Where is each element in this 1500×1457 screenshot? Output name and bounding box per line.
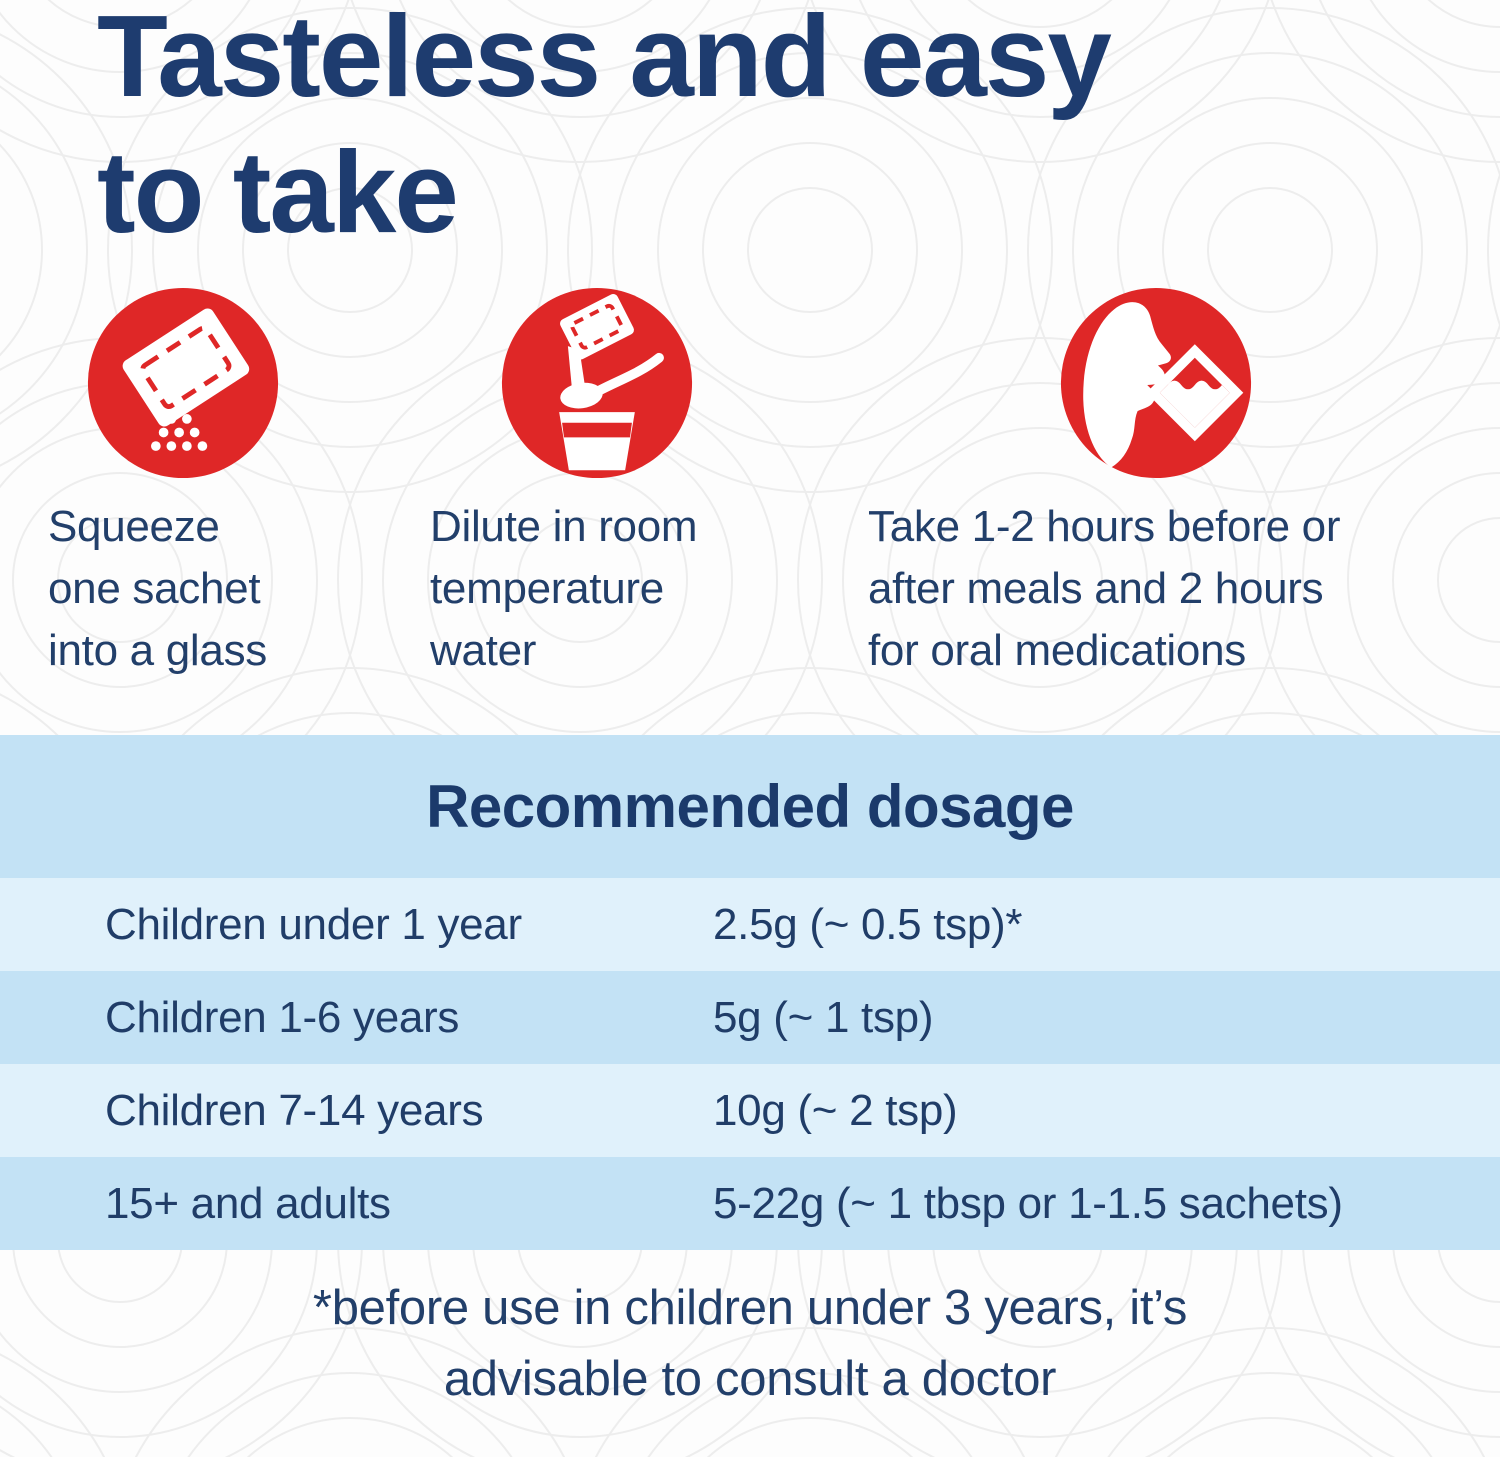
table-row: Children under 1 year 2.5g (~ 0.5 tsp)* — [0, 878, 1500, 971]
dosage-table-header: Recommended dosage — [0, 735, 1500, 878]
age-group-cell: Children 1-6 years — [105, 992, 460, 1042]
dosage-table: Recommended dosage Children under 1 year… — [0, 735, 1500, 1250]
step-2-caption: Dilute in room temperature water — [430, 502, 698, 675]
drink-face-icon — [1060, 287, 1252, 479]
step-3-caption: Take 1-2 hours before or after meals and… — [868, 502, 1341, 675]
dilute-pour-icon — [501, 287, 693, 479]
footnote: *before use in children under 3 years, i… — [312, 1281, 1188, 1406]
table-row: Children 7-14 years 10g (~ 2 tsp) — [0, 1064, 1500, 1157]
dose-cell: 5-22g (~ 1 tbsp or 1-1.5 sachets) — [713, 1178, 1343, 1228]
table-row: Children 1-6 years 5g (~ 1 tsp) — [0, 971, 1500, 1064]
step-3-icon-circle — [1059, 286, 1253, 480]
dose-cell: 2.5g (~ 0.5 tsp)* — [713, 899, 1023, 949]
step-2-icon-circle — [500, 286, 694, 480]
sachet-sprinkle-icon — [87, 287, 279, 479]
step-1-icon-circle — [86, 286, 280, 480]
step-1-caption: Squeeze one sachet into a glass — [48, 502, 267, 675]
page-title: Tasteless and easy to take — [97, 0, 1112, 257]
age-group-cell: 15+ and adults — [105, 1178, 391, 1228]
age-group-cell: Children 7-14 years — [105, 1085, 484, 1135]
age-group-cell: Children under 1 year — [105, 899, 522, 949]
table-row: 15+ and adults 5-22g (~ 1 tbsp or 1-1.5 … — [0, 1157, 1500, 1250]
dose-cell: 10g (~ 2 tsp) — [713, 1085, 958, 1135]
dose-cell: 5g (~ 1 tsp) — [713, 992, 934, 1042]
